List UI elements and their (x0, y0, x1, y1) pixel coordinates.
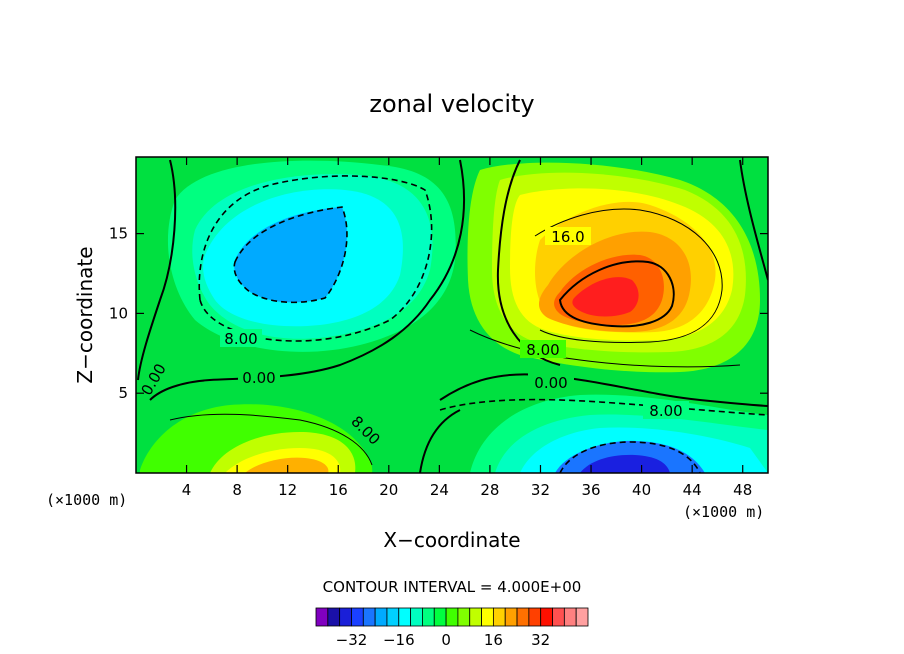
colorbar-tick-label: −32 (336, 631, 368, 649)
x-tick-label: 36 (581, 481, 600, 499)
contour-line-zero (739, 159, 768, 281)
contour-line-neg (559, 441, 701, 473)
contour-line-pos8 (469, 329, 741, 368)
colorbar-swatch (386, 607, 400, 627)
contour-line-pos (534, 208, 723, 343)
colorbar-swatch (469, 607, 482, 627)
colorbar-tick-label: 0 (441, 631, 451, 649)
x-tick-label: 16 (329, 481, 348, 499)
lower-right-negative-core (580, 454, 670, 473)
x-axis: 4 8 12 16 20 24 28 32 36 40 44 48 (182, 157, 752, 499)
contour-label: 8.00 (649, 402, 682, 420)
contour-label: 16.0 (551, 228, 584, 246)
colorbar-swatch (492, 607, 506, 627)
y-tick-label: 15 (109, 225, 128, 243)
x-tick-label: 20 (379, 481, 398, 499)
x-unit-label-right: (×1000 m) (683, 503, 764, 521)
x-tick-label: 12 (278, 481, 297, 499)
colorbar-tick-label: 32 (531, 631, 550, 649)
colorbar-swatch (398, 607, 412, 627)
colorbar-swatch (445, 607, 459, 627)
colorbar-tick-label: 16 (484, 631, 503, 649)
positive-core (572, 277, 639, 317)
contour-label: 8.00 (526, 341, 559, 359)
contour-line-zero (149, 159, 465, 401)
y-axis-label: Z−coordinate (73, 246, 97, 383)
colorbar-swatch (504, 607, 518, 627)
colorbar-swatch (339, 607, 352, 627)
y-tick-label: 5 (118, 384, 128, 402)
contour-interval-text: CONTOUR INTERVAL = 4.000E+00 (323, 578, 582, 596)
contour-line-zero (419, 409, 461, 473)
x-tick-label: 44 (683, 481, 702, 499)
colorbar-swatch (540, 607, 553, 627)
contour-plot-area: 16.0 8.00 0.00 0.00 8.00 8.00 0.00 8.00 (136, 157, 768, 473)
x-tick-label: 40 (632, 481, 651, 499)
colorbar-swatch (528, 607, 542, 627)
x-tick-label: 4 (182, 481, 192, 499)
colorbar-tick-label: −16 (383, 631, 415, 649)
colorbar-swatch (433, 607, 447, 627)
colorbar-swatch (422, 607, 435, 627)
x-tick-label: 28 (480, 481, 499, 499)
contour-line-neg (439, 398, 768, 416)
colorbar-swatch (457, 607, 471, 627)
contour-line-neg (233, 206, 348, 304)
colorbar-swatch (362, 607, 376, 627)
colorbar-swatch (374, 607, 388, 627)
x-tick-label: 48 (733, 481, 752, 499)
x-tick-label: 24 (430, 481, 449, 499)
colorbar-swatch (575, 607, 589, 627)
contour-line-zero (137, 159, 177, 381)
x-unit-label-left: (×1000 m) (46, 491, 127, 509)
colorbar-swatch (552, 607, 565, 627)
contour-label: 0.00 (242, 369, 275, 387)
colorbar-swatch (410, 607, 423, 627)
contour-label: 8.00 (224, 330, 257, 348)
contour-line-pos8 (169, 413, 373, 466)
contour-label: 0.00 (534, 374, 567, 392)
chart-title: zonal velocity (369, 90, 534, 118)
y-axis: 5 10 15 (109, 225, 768, 402)
colorbar: −32 −16 0 16 32 (315, 607, 589, 649)
x-tick-label: 8 (232, 481, 242, 499)
x-axis-label: X−coordinate (383, 528, 520, 552)
contour-line-zero (439, 373, 768, 407)
colorbar-swatch (315, 607, 329, 627)
colorbar-swatch (481, 607, 494, 627)
negative-core (234, 207, 347, 303)
plot-frame (135, 156, 769, 474)
lower-left-positive-core (245, 457, 329, 473)
colorbar-swatch (351, 607, 364, 627)
colorbar-swatch (516, 607, 530, 627)
x-tick-label: 32 (531, 481, 550, 499)
colorbar-swatch (563, 607, 577, 627)
y-tick-label: 10 (109, 304, 128, 322)
contour-line-pos (558, 260, 675, 328)
colorbar-swatch (327, 607, 341, 627)
